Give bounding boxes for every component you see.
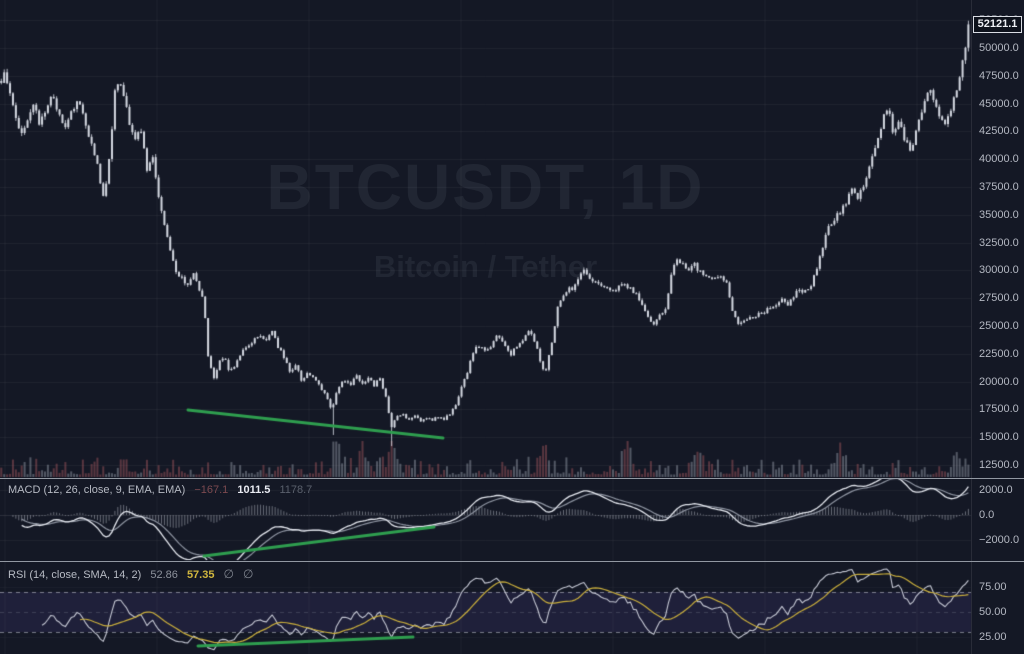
axis-tick-label: 50000.0 (979, 42, 1019, 54)
current-price-label: 52121.1 (973, 16, 1022, 33)
macd-signal-value: 1178.7 (279, 484, 313, 496)
pane-separator-macd[interactable] (0, 478, 1024, 479)
macd-legend-title: MACD (12, 26, close, 9, EMA, EMA) (8, 484, 186, 496)
empty-value-icon: ∅ (243, 567, 254, 581)
axis-tick-label: 50.00 (979, 606, 1007, 618)
rsi-line-value: 52.86 (150, 569, 178, 581)
macd-histogram-value: −167.1 (194, 484, 229, 496)
axis-tick-label: 45000.0 (979, 97, 1019, 110)
axis-tick-label: 40000.0 (979, 153, 1019, 166)
axis-tick-label: 22500.0 (979, 347, 1019, 360)
axis-tick-label: 35000.0 (979, 208, 1019, 221)
rsi-sma-value: 57.35 (186, 569, 215, 581)
macd-line-value: 1011.5 (237, 484, 271, 496)
axis-tick-label: 47500.0 (979, 69, 1019, 82)
axis-tick-label: 2000.0 (979, 484, 1013, 497)
axis-tick-label: 17500.0 (979, 403, 1019, 416)
rsi-legend[interactable]: RSI (14, close, SMA, 14, 2) 52.86 57.35 … (8, 567, 260, 581)
axis-tick-label: 30000.0 (979, 264, 1019, 277)
axis-tick-label: −2000.0 (979, 533, 1020, 546)
axis-tick-label: 20000.0 (979, 375, 1019, 388)
axis-tick-label: 25.00 (979, 631, 1007, 643)
axis-tick-label: 42500.0 (979, 125, 1019, 138)
axis-tick-label: 27500.0 (979, 292, 1019, 305)
axis-tick-label: 37500.0 (979, 181, 1019, 193)
axis-tick-label: 15000.0 (979, 431, 1019, 444)
price-axis[interactable]: 52500.050000.047500.045000.042500.040000… (971, 0, 1024, 654)
rsi-legend-title: RSI (14, close, SMA, 14, 2) (8, 569, 142, 581)
pane-separator-rsi[interactable] (0, 561, 1024, 562)
axis-tick-label: 32500.0 (979, 236, 1019, 249)
macd-legend[interactable]: MACD (12, 26, close, 9, EMA, EMA) −167.1… (8, 484, 318, 496)
axis-tick-label: 25000.0 (979, 320, 1019, 332)
empty-value-icon: ∅ (223, 567, 234, 581)
axis-tick-label: 0.0 (979, 509, 995, 521)
axis-tick-label: 75.00 (979, 581, 1007, 593)
axis-tick-label: 12500.0 (979, 459, 1019, 471)
